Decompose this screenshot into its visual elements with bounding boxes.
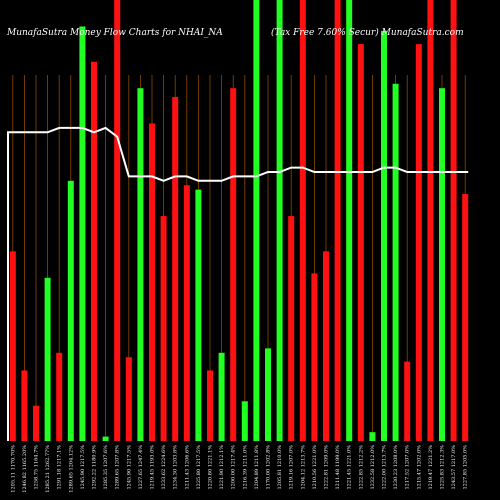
tick-label: 1245.90 1217.5%: [126, 445, 132, 490]
tick-label: 1205.11 1170.70%: [10, 445, 16, 493]
bar: [125, 357, 132, 441]
bar: [218, 352, 225, 441]
bar: [392, 83, 399, 441]
bar: [253, 0, 260, 441]
bar: [311, 273, 318, 441]
bar: [44, 277, 51, 441]
tick-label: 1232.58 1212.0%: [370, 445, 376, 490]
bar: [415, 44, 422, 441]
bar: [183, 185, 190, 441]
tick-label: 1204.12 1213.7%: [300, 445, 306, 490]
bar: [462, 194, 469, 441]
flow-line: [7, 126, 469, 441]
tick-label: 1211.48 1199.0%: [335, 445, 341, 490]
bar: [56, 352, 63, 441]
bar: [334, 0, 341, 441]
bar: [21, 370, 28, 441]
bar: [450, 0, 457, 441]
tick-label: 1285.35 1207.6%: [103, 445, 109, 490]
tick-label: 1217.52 1207.0%: [405, 445, 411, 490]
bar: [427, 0, 434, 441]
tick-label: 1211.43 1206.6%: [184, 445, 190, 490]
bar: [288, 216, 295, 441]
tick-label: 1225.80 1217.5%: [196, 445, 202, 490]
flow-line-group: [7, 126, 469, 441]
tick-label: 1219.45 1193.0%: [150, 445, 156, 490]
tick-label: 1222.00 1213.7%: [382, 445, 388, 490]
tick-label: 1289.65 1207.8%: [115, 445, 121, 490]
bar: [79, 26, 86, 442]
bar: [299, 0, 306, 441]
tick-label: 1291.18 1217.1%: [57, 445, 63, 490]
tick-label: 1200.00 1217.4%: [231, 445, 237, 490]
tick-label: 1233.62 1224.6%: [161, 445, 167, 490]
bar: [195, 189, 202, 441]
bar: [91, 61, 97, 442]
bar: [241, 401, 248, 441]
tick-label: 1222.85 1212.2%: [358, 445, 364, 490]
bar: [265, 348, 271, 441]
tick-label: 1222.81 1209.0%: [324, 445, 330, 490]
tick-label: 1285.21 1262.77%: [45, 445, 51, 493]
tick-label: 1221.90 1212.1%: [219, 445, 225, 490]
bar: [346, 0, 353, 441]
bar: [276, 0, 283, 441]
chart-title: MunafaSutra Money Flow Charts for NHAI_N…: [6, 28, 223, 38]
tick-label: 1221.45 1221.0%: [347, 445, 353, 490]
bar: [137, 88, 144, 441]
bar: [102, 436, 109, 441]
chart-subtitle: (Tax Free 7.60% Secur) MunafaSutra.com: [271, 27, 464, 38]
tick-label: 1219.47 1221.2%: [428, 445, 434, 490]
tick-label: 1234.30 1203.8%: [173, 445, 179, 490]
tick-label: 1204.89 1211.8%: [254, 445, 260, 490]
tick-label: 1220.80 1221.1%: [208, 445, 214, 490]
bar: [369, 432, 376, 441]
tick-label: 1219.16 1207.0%: [289, 445, 295, 490]
bars-group: [9, 0, 469, 442]
tick-label: 1205.81 1210.0%: [277, 445, 283, 490]
bar: [114, 0, 121, 441]
tick-label: 1215.47 1202.0%: [416, 445, 422, 490]
bar: [381, 30, 387, 442]
tick-label: 1225.83 1212.3%: [440, 445, 446, 490]
bar: [9, 251, 16, 441]
bar: [230, 88, 237, 441]
tick-label: 1258.75 1164.7%: [34, 445, 40, 490]
tick-label: 1246.82 1165.20%: [22, 445, 28, 493]
bar: [33, 405, 39, 441]
tick-label: 1170.00 1202.8%: [266, 445, 272, 490]
tick-label: 1230.23 1208.0%: [393, 445, 399, 490]
tick-label: 1289.65 1204.12%: [68, 445, 74, 493]
tick-label: 1210.56 1221.0%: [312, 445, 318, 490]
tick-labels-group: 1205.11 1170.70% 1246.82 1165.20% 1258.75 …: [10, 445, 468, 493]
bar: [323, 251, 329, 441]
tick-label: 1292.22 1180.9%: [92, 445, 98, 490]
tick-label: 1227.85 1205.0%: [463, 445, 469, 490]
bar: [207, 370, 213, 441]
bar: [172, 97, 179, 442]
tick-label: 1245.90 1217.5%: [80, 445, 86, 490]
tick-label: 1243.57 1217.0%: [451, 445, 457, 490]
bar: [67, 180, 74, 441]
tick-label: 1216.39 1211.0%: [242, 445, 248, 490]
bar: [439, 88, 445, 441]
bar: [149, 123, 155, 441]
bar: [357, 44, 364, 441]
bar: [160, 216, 167, 441]
tick-label: 1227.65 1247.4%: [138, 445, 144, 490]
bar: [404, 361, 411, 441]
